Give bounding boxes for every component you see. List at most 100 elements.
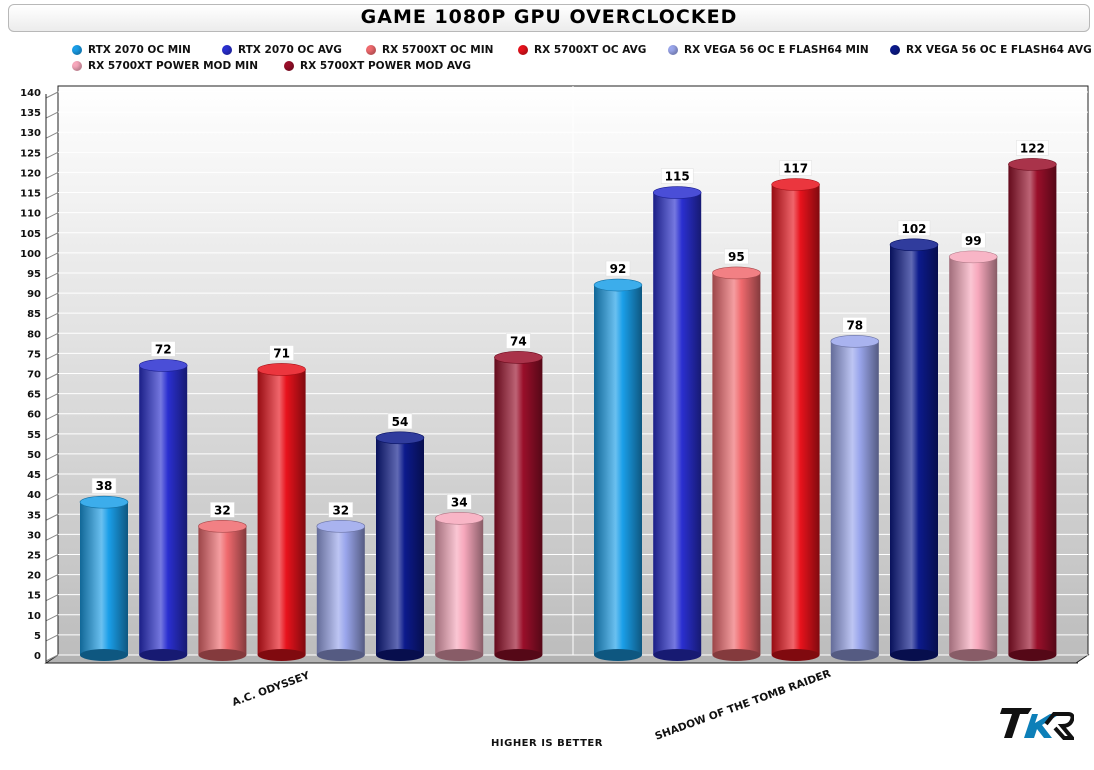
data-label: 95	[728, 250, 745, 264]
legend-label: RX VEGA 56 OC E FLASH64 MIN	[684, 44, 869, 56]
legend-label: RTX 2070 OC AVG	[238, 44, 342, 56]
gridline-side	[45, 594, 59, 602]
bar	[1008, 158, 1057, 661]
bar-base	[494, 649, 543, 661]
bar-body	[771, 184, 820, 655]
gridline-side	[45, 473, 59, 481]
legend-label: RX 5700XT OC MIN	[382, 44, 494, 56]
data-label: 102	[901, 222, 926, 236]
bar-top	[830, 335, 880, 348]
tkr-logo	[1000, 708, 1074, 740]
bar-body	[376, 437, 424, 655]
y-tick-label: 140	[20, 88, 41, 99]
chart-title: Game 1080P GPU Overclocked	[360, 6, 738, 28]
gridline-side	[45, 91, 59, 99]
data-label-bg	[724, 248, 749, 265]
legend-item: RX 5700XT POWER MOD AVG	[284, 60, 471, 72]
bar	[830, 335, 880, 661]
bar	[316, 520, 366, 661]
bar-body	[316, 526, 365, 655]
bar-base	[712, 649, 761, 661]
bar-top	[494, 351, 543, 364]
legend-swatch	[668, 45, 678, 55]
bar-top	[593, 278, 643, 292]
data-label-bg	[605, 260, 631, 277]
legend-label: RX 5700XT OC AVG	[534, 44, 647, 56]
bar-base	[949, 649, 998, 661]
bar-body	[594, 285, 642, 655]
bar-top	[889, 238, 939, 252]
legend-swatch	[222, 45, 232, 55]
gridline-side	[45, 453, 59, 461]
bar	[889, 238, 939, 661]
gridline-side	[45, 252, 59, 260]
y-tick-label: 65	[27, 390, 41, 401]
bar-top	[257, 363, 306, 376]
gridline-side	[45, 212, 59, 220]
gridline-side	[45, 433, 59, 441]
x-axis-label: Higher is better	[491, 738, 603, 749]
gridline-side	[45, 533, 59, 541]
legend-label: RTX 2070 OC MIN	[88, 44, 191, 56]
bar-top	[1008, 158, 1057, 171]
bar-top	[712, 266, 761, 280]
gridline-side	[45, 131, 59, 139]
y-tick-label: 135	[20, 108, 41, 119]
bar-top	[198, 520, 247, 533]
bar	[138, 359, 188, 661]
bar	[434, 511, 484, 661]
y-tick-label: 90	[27, 289, 41, 300]
chart-title-box: Game 1080P GPU Overclocked	[8, 4, 1090, 32]
gridline-side	[45, 413, 59, 421]
gridline-side	[45, 272, 59, 280]
bar-body	[435, 518, 484, 655]
y-tick-label: 110	[20, 209, 41, 220]
data-label: 122	[1020, 141, 1045, 155]
bar-base	[771, 649, 820, 661]
data-label: 74	[510, 334, 527, 348]
data-label: 32	[332, 503, 349, 517]
gridline-side	[45, 634, 59, 642]
bar-body	[949, 256, 998, 655]
legend-swatch	[72, 61, 82, 71]
bar-top	[138, 359, 188, 372]
data-label-bg	[150, 341, 176, 357]
x-category-label: A.C. ODYSSEY	[231, 669, 312, 708]
bar-base	[257, 649, 306, 661]
gridline-side	[45, 332, 59, 340]
y-tick-label: 5	[34, 631, 41, 642]
bar-top	[948, 250, 998, 264]
bar-top	[79, 495, 129, 509]
y-tick-label: 35	[27, 510, 41, 521]
bar-top	[771, 178, 820, 191]
gridline-side	[45, 292, 59, 300]
legend-item: RX 5700XT OC MIN	[366, 44, 493, 56]
gridline-side	[45, 393, 59, 401]
bar	[771, 178, 820, 661]
gridline-side	[45, 352, 59, 360]
bar-base	[1008, 649, 1057, 661]
data-label: 92	[610, 262, 627, 276]
bar-body	[257, 369, 306, 655]
legend-swatch	[890, 45, 900, 55]
y-tick-label: 20	[27, 571, 41, 582]
gridline-side	[45, 192, 59, 199]
gridline-side	[45, 171, 59, 179]
y-tick-label: 115	[20, 189, 41, 200]
y-tick-label: 70	[27, 370, 41, 381]
data-label-bg	[897, 220, 931, 237]
bar-body	[139, 365, 188, 655]
data-label: 99	[965, 234, 982, 248]
x-category-label: SHADOW OF THE TOMB RAIDER	[653, 668, 832, 743]
bar-body	[830, 341, 879, 655]
bar-body	[1008, 164, 1057, 655]
bar-base	[376, 649, 424, 661]
y-tick-label: 60	[27, 410, 41, 421]
y-tick-label: 120	[20, 168, 41, 179]
y-tick-label: 125	[20, 148, 41, 159]
data-label: 34	[451, 495, 468, 509]
bar	[257, 363, 306, 661]
data-label-bg	[842, 317, 868, 333]
bar-body	[712, 272, 761, 655]
bar	[712, 266, 761, 661]
